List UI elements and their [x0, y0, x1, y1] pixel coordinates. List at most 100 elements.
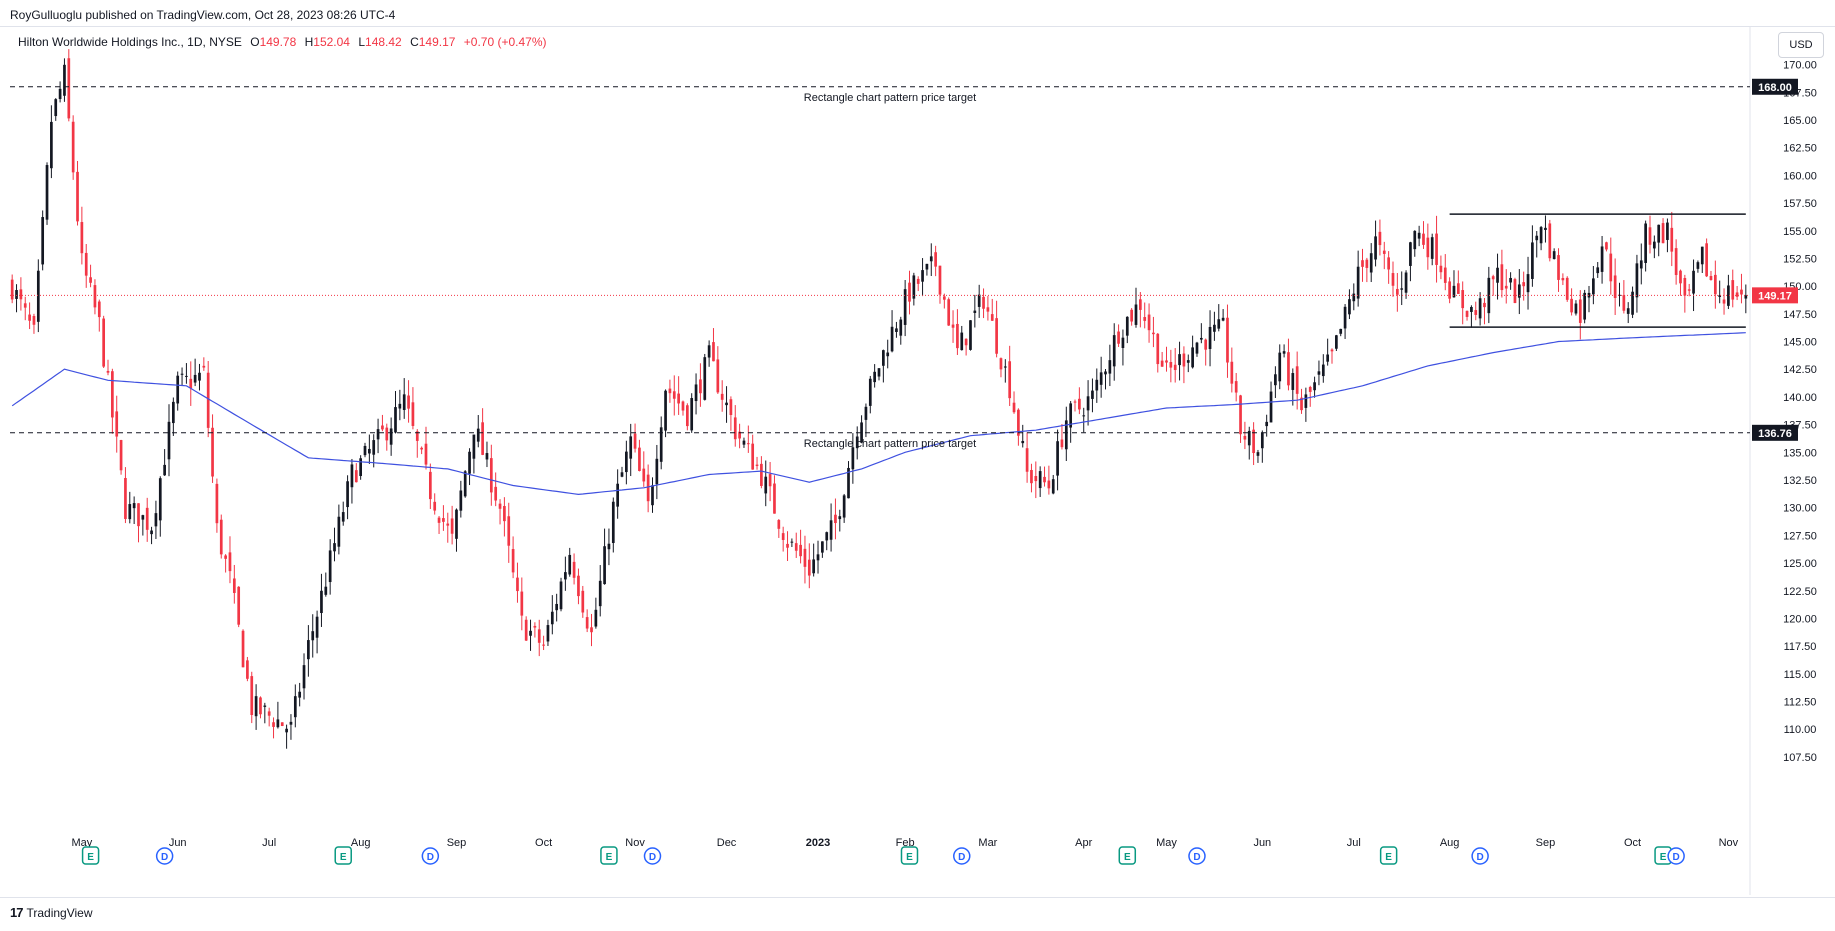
candle-body [860, 422, 863, 443]
currency-button[interactable]: USD [1778, 32, 1824, 58]
candle-body [1674, 248, 1678, 276]
candle-body [324, 586, 328, 595]
y-tick-label: 157.50 [1783, 198, 1817, 210]
candle-body [1548, 223, 1552, 259]
candle-body [232, 578, 236, 593]
earnings-event-icon [81, 846, 100, 865]
candle-body [1557, 255, 1560, 280]
candle-body [864, 406, 868, 420]
candle-body [394, 407, 397, 433]
candle-body [302, 665, 306, 689]
candle-body [1191, 347, 1194, 368]
candle-body [36, 270, 40, 322]
candle-body [1091, 390, 1094, 399]
candle-body [1199, 337, 1203, 340]
candle-body [585, 617, 589, 629]
candle-body [1692, 270, 1695, 294]
x-tick-label: Feb [896, 837, 915, 849]
candle-body [1635, 263, 1639, 298]
candle-body [1509, 277, 1512, 283]
candle-body [1574, 303, 1578, 314]
candle-body [1727, 285, 1730, 306]
candle-body [1152, 332, 1155, 335]
candle-body [1112, 335, 1116, 367]
y-tick-label: 152.50 [1783, 253, 1817, 265]
candle-body [1356, 266, 1360, 299]
y-tick-label: 122.50 [1783, 586, 1817, 598]
candle-body [1552, 251, 1556, 260]
candle-body [167, 421, 171, 460]
candle-body [1435, 233, 1438, 265]
candle-body [812, 559, 816, 574]
candle-body [873, 371, 876, 383]
candle-body [1700, 246, 1704, 265]
candle-body [67, 58, 71, 119]
y-tick-label: 120.00 [1783, 613, 1817, 625]
dividend-event-icon [1188, 847, 1206, 865]
candle-body [516, 577, 519, 592]
candle-body [851, 447, 855, 470]
candle-body [868, 378, 872, 406]
candle-body [694, 384, 698, 402]
candle-body [1121, 337, 1125, 348]
candle-body [760, 463, 763, 486]
candle-body [1539, 227, 1543, 244]
candle-body [625, 451, 628, 473]
candle-body [1073, 401, 1077, 403]
candle-body [1300, 397, 1303, 411]
candle-body [1578, 299, 1582, 323]
candle-body [111, 371, 114, 418]
candle-body [803, 548, 807, 567]
dividend-event-glyph: D [958, 852, 965, 863]
candle-body [738, 431, 741, 439]
candle-body [185, 375, 188, 377]
candle-body [71, 121, 75, 173]
candle-body [280, 722, 284, 726]
candle-body [137, 503, 140, 527]
candle-body [163, 464, 166, 476]
open-value: 149.78 [259, 35, 297, 49]
y-tick-label: 112.50 [1784, 697, 1817, 709]
earnings-event-glyph: E [906, 852, 913, 863]
candle-body [485, 453, 489, 460]
candle-body [267, 711, 271, 716]
candle-body [1326, 354, 1330, 362]
candle-body [1252, 429, 1255, 454]
candle-body [1234, 381, 1238, 393]
tradingview-footer[interactable]: 17 TradingView [10, 905, 93, 920]
x-tick-label: Aug [351, 837, 371, 849]
candle-body [1038, 471, 1042, 489]
earnings-event-icon [900, 846, 919, 865]
earnings-event-glyph: E [87, 852, 94, 863]
candle-body [960, 332, 964, 351]
candle-body [1648, 227, 1652, 245]
candle-body [982, 296, 985, 309]
candle-body [764, 476, 768, 494]
candle-body [1208, 326, 1212, 349]
candle-body [76, 171, 79, 222]
candle-body [1339, 328, 1343, 334]
candle-body [58, 88, 62, 99]
y-tick-label: 165.00 [1783, 115, 1817, 127]
candle-body [1239, 395, 1242, 435]
dividend-event-icon [421, 847, 440, 865]
x-tick-label: Oct [1624, 837, 1641, 849]
earnings-event-glyph: E [1385, 852, 1392, 863]
candle-body [359, 458, 362, 477]
candle-body [646, 474, 650, 502]
candle-body [28, 314, 31, 321]
candle-body [1731, 280, 1735, 300]
y-tick-label: 162.50 [1783, 143, 1817, 155]
earnings-event-glyph: E [1124, 852, 1131, 863]
candle-body [511, 549, 515, 573]
candle-body [903, 289, 907, 325]
candle-body [507, 516, 511, 546]
candle-body [1108, 360, 1112, 374]
candle-body [1404, 272, 1408, 293]
y-tick-label: 130.00 [1783, 503, 1817, 515]
candle-body [272, 722, 275, 727]
candle-body [84, 252, 88, 276]
y-tick-label: 117.50 [1784, 641, 1817, 653]
candle-body [651, 485, 654, 506]
